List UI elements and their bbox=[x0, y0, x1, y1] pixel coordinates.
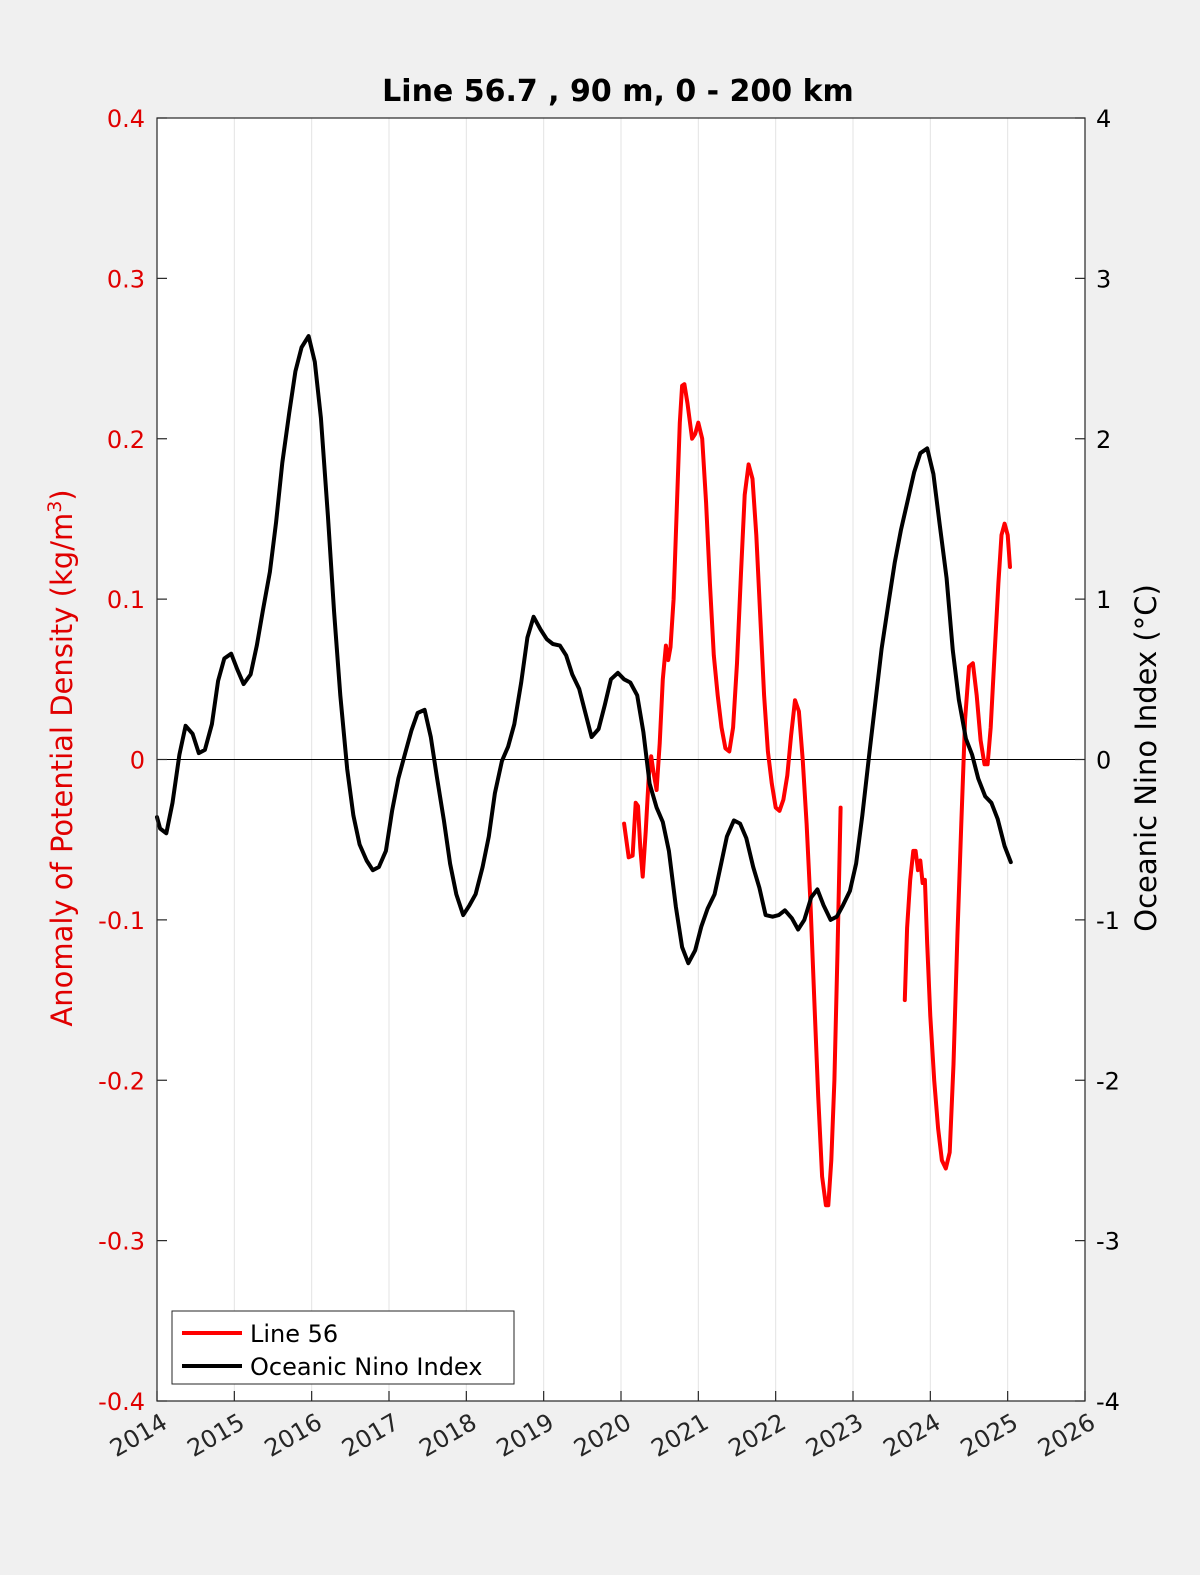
right-y-tick-label: 0 bbox=[1096, 747, 1111, 775]
right-y-tick-label: -3 bbox=[1096, 1228, 1120, 1256]
left-y-axis-label-superscript: 3 bbox=[44, 501, 66, 513]
left-y-axis-tick-labels: -0.4 -0.3 -0.2 -0.1 0 0.1 0.2 0.3 0.4 bbox=[98, 105, 145, 1416]
left-y-tick-label: -0.4 bbox=[98, 1388, 145, 1416]
axis-ticks bbox=[156, 117, 1086, 1402]
x-tick-label-2016: 2016 bbox=[260, 1408, 327, 1463]
x-tick-label-2018: 2018 bbox=[414, 1408, 481, 1463]
series-line-segment bbox=[902, 521, 1012, 1171]
right-y-tick-label: 4 bbox=[1096, 105, 1111, 133]
series-line-segment bbox=[622, 382, 843, 1208]
right-y-tick-label: 1 bbox=[1096, 586, 1111, 614]
right-y-tick-label: 2 bbox=[1096, 426, 1111, 454]
left-y-tick-label: 0.3 bbox=[107, 265, 145, 293]
left-y-tick-label: -0.1 bbox=[98, 907, 145, 935]
right-y-tick-label: -4 bbox=[1096, 1388, 1120, 1416]
x-tick-label-2025: 2025 bbox=[956, 1408, 1023, 1463]
left-y-tick-label: 0.1 bbox=[107, 586, 145, 614]
x-tick-label-2023: 2023 bbox=[801, 1408, 868, 1463]
series-line-56 bbox=[622, 382, 1012, 1208]
left-y-tick-label: -0.2 bbox=[98, 1067, 145, 1095]
chart-title: Line 56.7 , 90 m, 0 - 200 km bbox=[382, 74, 854, 109]
left-y-tick-label: 0 bbox=[130, 747, 145, 775]
x-tick-label-2020: 2020 bbox=[569, 1408, 636, 1463]
left-y-axis-label-close: ) bbox=[45, 489, 79, 500]
legend-box bbox=[171, 1310, 515, 1385]
left-y-tick-label: -0.3 bbox=[98, 1228, 145, 1256]
right-y-tick-label: -1 bbox=[1096, 907, 1120, 935]
series-line-segment bbox=[155, 334, 1013, 966]
right-y-tick-label: -2 bbox=[1096, 1067, 1120, 1095]
left-y-axis-label-text: Anomaly of Potential Density (kg/m bbox=[45, 513, 79, 1027]
legend: Line 56 Oceanic Nino Index bbox=[171, 1310, 515, 1385]
x-axis-tick-labels: 2014 2015 2016 2017 2018 2019 2020 2021 2022 2023… bbox=[105, 1408, 1100, 1463]
x-tick-label-2021: 2021 bbox=[646, 1408, 713, 1463]
series-layer bbox=[155, 334, 1013, 1208]
x-tick-label-2024: 2024 bbox=[878, 1408, 945, 1463]
series-oceanic-nino-index bbox=[155, 334, 1013, 966]
x-tick-label-2022: 2022 bbox=[724, 1408, 791, 1463]
x-tick-label-2015: 2015 bbox=[182, 1408, 249, 1463]
legend-line-56-label: Line 56 bbox=[250, 1320, 338, 1348]
x-tick-label-2019: 2019 bbox=[492, 1408, 559, 1463]
legend-oni-label: Oceanic Nino Index bbox=[250, 1353, 482, 1381]
right-y-tick-label: 3 bbox=[1096, 265, 1111, 293]
x-tick-label-2026: 2026 bbox=[1033, 1408, 1100, 1463]
right-y-axis-tick-labels: -4 -3 -2 -1 0 1 2 3 4 bbox=[1096, 105, 1120, 1416]
x-tick-label-2017: 2017 bbox=[337, 1408, 404, 1463]
right-y-axis-label: Oceanic Nino Index (°C) bbox=[1129, 584, 1163, 932]
left-y-tick-label: 0.2 bbox=[107, 426, 145, 454]
left-y-axis-label: Anomaly of Potential Density (kg/m3) bbox=[44, 489, 79, 1026]
x-tick-label-2014: 2014 bbox=[105, 1408, 172, 1463]
left-y-tick-label: 0.4 bbox=[107, 105, 145, 133]
